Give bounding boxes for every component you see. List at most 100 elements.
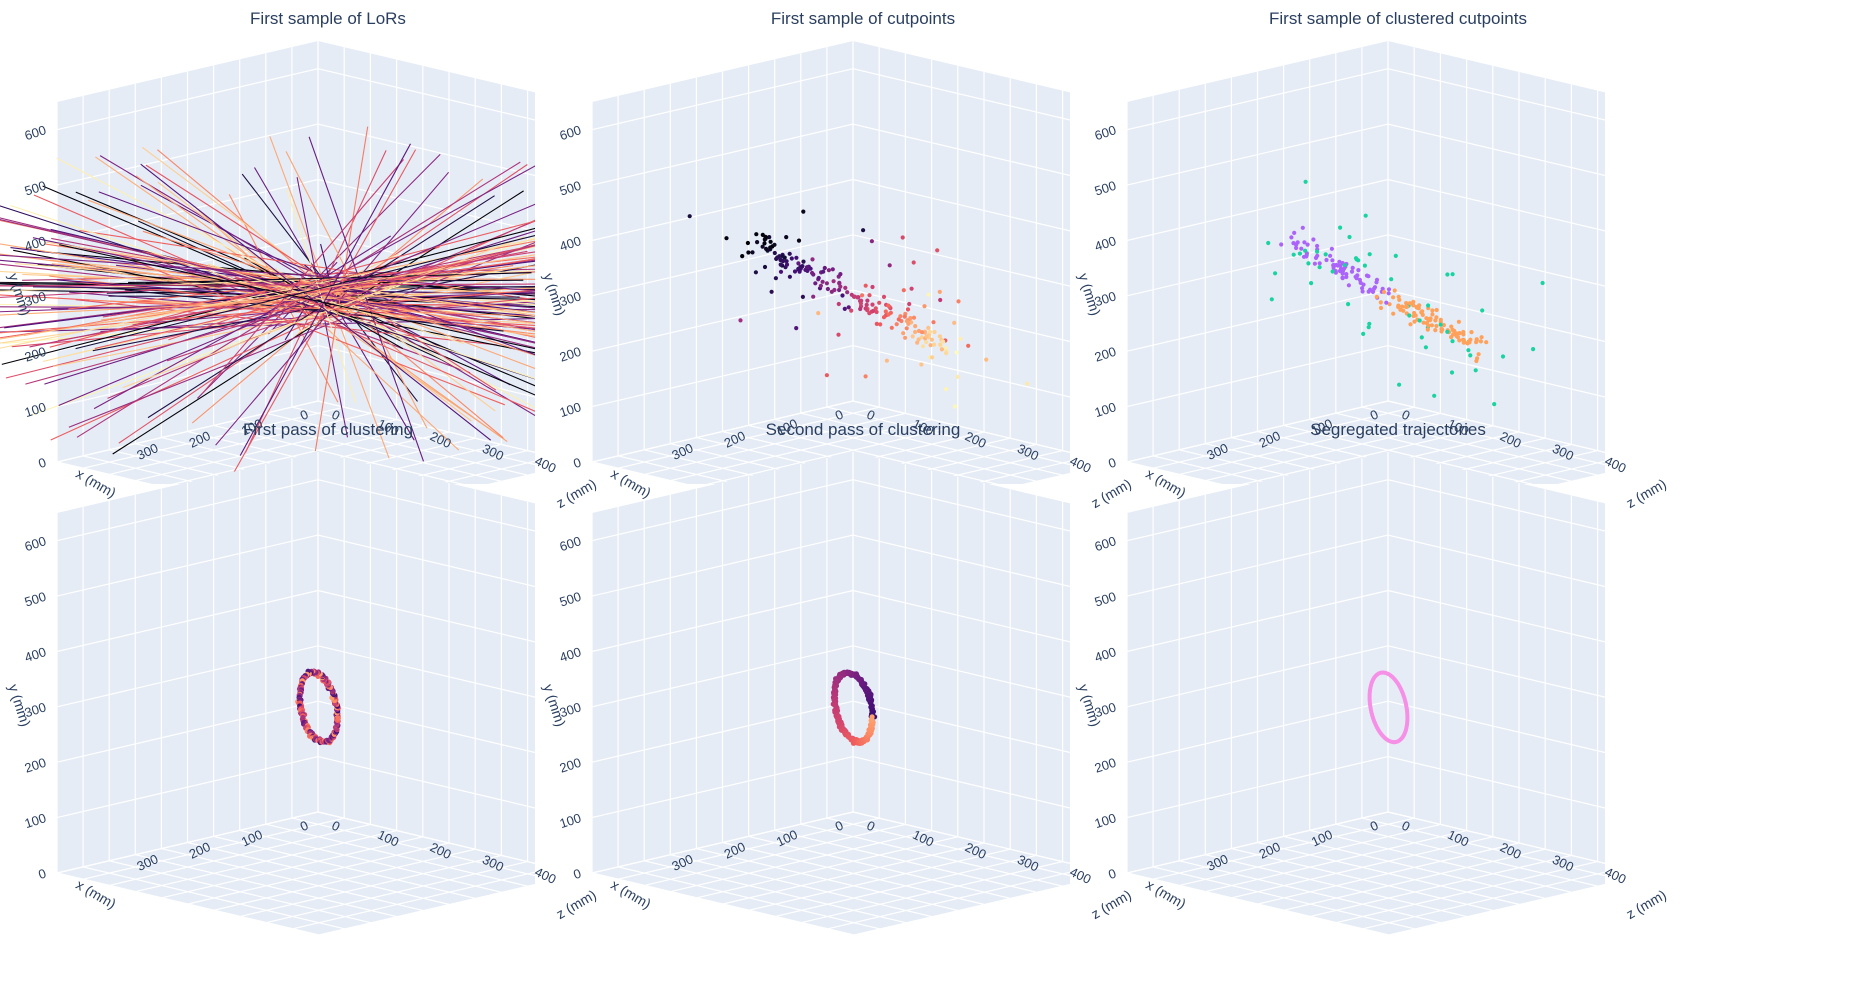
- cutpoint-marker: [908, 316, 913, 321]
- z-gridline: [827, 871, 1070, 930]
- cutpoint-marker: [1344, 272, 1349, 277]
- z-gridline: [1205, 419, 1467, 482]
- cutpoint-marker: [870, 302, 875, 307]
- cutpoint-marker: [1330, 269, 1335, 274]
- cutpoint-marker: [886, 303, 891, 308]
- cutpoint-marker: [822, 265, 827, 271]
- z-gridline: [1153, 406, 1415, 469]
- lor-line: [124, 289, 504, 332]
- cutpoint-marker: [746, 250, 751, 255]
- lor-line: [13, 249, 535, 354]
- right-wall: [853, 452, 1070, 864]
- cutpoint-marker: [794, 326, 799, 331]
- cutpoint-marker: [1396, 304, 1401, 310]
- cutpoint-marker: [898, 314, 903, 319]
- z-gridline: [618, 817, 880, 880]
- right-wall: [1388, 41, 1605, 453]
- cutpoint-marker: [920, 344, 926, 349]
- cutpoint-marker: [873, 306, 878, 311]
- cutpoint-marker: [1387, 302, 1392, 307]
- cutpoint-marker: [800, 294, 805, 299]
- y-tick-label: 600: [23, 122, 48, 143]
- cutpoint-marker: [1397, 297, 1402, 302]
- cutpoint-marker: [1312, 261, 1317, 266]
- cutpoint-marker: [1330, 258, 1335, 263]
- cutpoint-marker: [1426, 323, 1431, 328]
- lor-line: [186, 270, 496, 323]
- lor-line: [44, 241, 535, 317]
- cutpoint-marker: [1492, 402, 1497, 407]
- cutpoint-marker: [1340, 276, 1345, 281]
- cutpoint-marker: [932, 342, 937, 347]
- cutpoint-marker: [780, 259, 786, 264]
- cutpoint-marker: [1358, 280, 1363, 285]
- z-gridline: [292, 871, 535, 930]
- z-gridline: [749, 848, 1011, 911]
- cutpoint-marker: [1315, 243, 1320, 249]
- z-gridline: [670, 830, 932, 893]
- scene: [591, 452, 1070, 936]
- y-tick-label: 200: [558, 755, 583, 776]
- x-gridline: [82, 455, 205, 484]
- cutpoint-marker: [1329, 246, 1334, 251]
- lor-line: [239, 143, 411, 456]
- cutpoint-marker: [867, 293, 872, 298]
- z-gridline: [83, 817, 345, 880]
- y-tick-label: 300: [23, 288, 48, 309]
- z-tick-label: 400: [532, 864, 558, 887]
- lor-line: [308, 136, 425, 462]
- cutpoint-marker: [762, 264, 768, 270]
- lor-line: [138, 250, 528, 325]
- cutpoint-marker: [1295, 240, 1300, 245]
- cutpoint-marker: [910, 334, 915, 339]
- trajectory-line: [1367, 670, 1410, 745]
- cutpoint-marker: [792, 269, 798, 274]
- y-tick-label: 0: [571, 866, 583, 883]
- cutpoint-marker: [818, 283, 823, 288]
- z-gridline: [83, 406, 345, 469]
- cutpoint-marker: [877, 300, 882, 305]
- cutpoint-marker: [836, 332, 841, 337]
- z-gridline: [591, 400, 854, 463]
- cutpoint-marker: [1407, 301, 1412, 306]
- cutpoint-marker: [904, 326, 909, 331]
- cutpoint-marker: [826, 268, 831, 273]
- cutpoint-marker: [1333, 269, 1338, 274]
- floor: [57, 812, 535, 935]
- cutpoint-marker: [1266, 240, 1271, 246]
- y-tick-label: 0: [36, 866, 48, 883]
- cutpoint-marker: [1279, 242, 1284, 247]
- cutpoint-marker: [1445, 272, 1450, 277]
- cutpoint-marker: [956, 299, 961, 304]
- cutpoint-marker: [816, 311, 821, 316]
- cutpoint-marker: [1412, 319, 1417, 324]
- z-gridline: [696, 836, 958, 899]
- cutpoint-marker: [772, 242, 777, 247]
- cutpoint-marker: [838, 284, 843, 289]
- cutpoint-marker: [1291, 252, 1296, 257]
- z-tick-label: 400: [1602, 864, 1628, 887]
- cutpoint-marker: [911, 260, 916, 265]
- cutpoint-marker: [804, 265, 810, 270]
- cutpoint-marker: [1456, 319, 1461, 324]
- z-gridline: [1126, 811, 1389, 874]
- cutpoint-marker: [1297, 251, 1302, 256]
- cutpoint-marker: [1367, 321, 1372, 326]
- y-tick-label: 0: [36, 455, 48, 472]
- lor-line: [122, 236, 525, 389]
- cutpoint-marker: [937, 334, 942, 339]
- x-gridline: [1126, 461, 1223, 484]
- cutpoint-marker: [952, 320, 957, 325]
- cutpoint-marker: [755, 240, 760, 245]
- cutpoint-marker: [1478, 339, 1483, 344]
- subplot-title: Second pass of clustering: [766, 420, 961, 439]
- cutpoint-marker: [938, 297, 943, 303]
- cutpoint-marker: [863, 306, 868, 311]
- cutpoint-marker: [1391, 311, 1396, 316]
- cutpoint-marker: [1469, 330, 1474, 335]
- z-gridline: [853, 883, 1070, 936]
- cutpoint-marker: [1386, 291, 1391, 296]
- cutpoint-marker: [762, 237, 767, 242]
- cutpoint-marker: [760, 244, 765, 249]
- y-tick-label: 500: [23, 589, 48, 610]
